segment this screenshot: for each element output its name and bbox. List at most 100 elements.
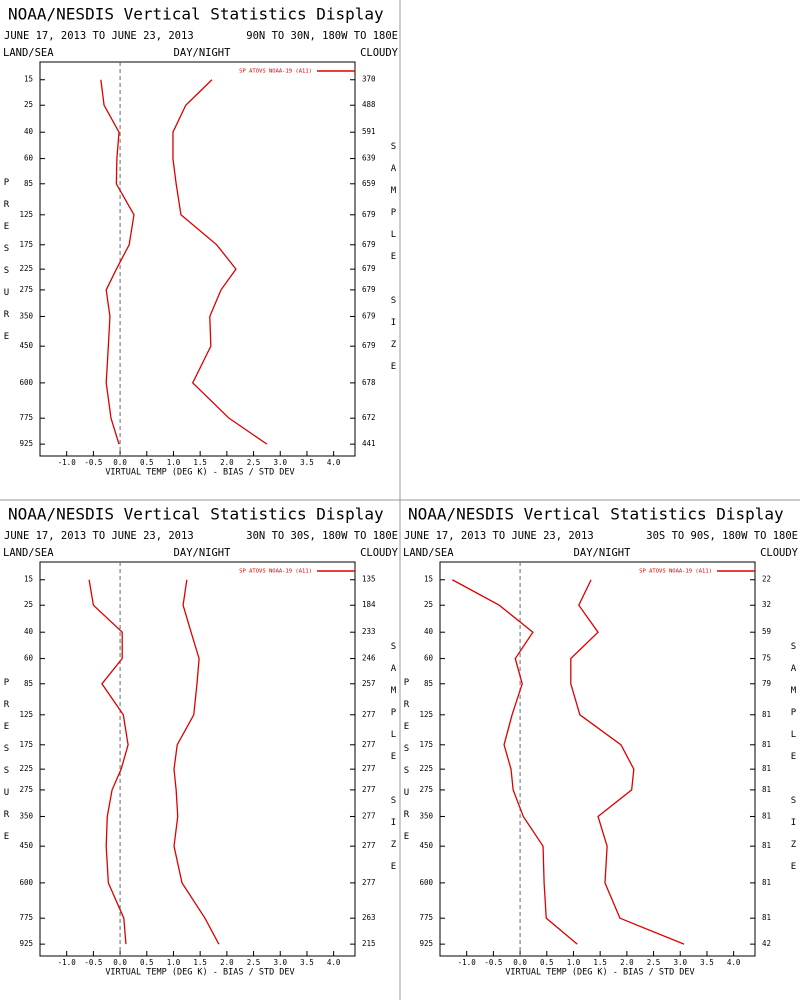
x-tick-label: 0.0 — [113, 958, 127, 967]
sample-size-label: 135 — [362, 575, 376, 584]
panel: NOAA/NESDIS Vertical Statistics Display J… — [2, 5, 399, 478]
y-tick-label: 600 — [419, 878, 433, 887]
sample-size-label: 257 — [362, 679, 376, 688]
y-tick-label: 60 — [24, 654, 34, 663]
x-tick-label: 4.0 — [327, 458, 341, 467]
y-tick-label: 60 — [24, 154, 34, 163]
sample-size-label: 32 — [762, 600, 771, 609]
sample-size-label: 679 — [362, 264, 376, 273]
sample-size-label: 81 — [762, 710, 771, 719]
y-tick-label: 600 — [19, 878, 33, 887]
x-axis-label: VIRTUAL TEMP (DEG K) - BIAS / STD DEV — [105, 468, 294, 478]
x-tick-label: 1.5 — [193, 458, 207, 467]
y-tick-label: 25 — [424, 600, 433, 609]
chart-title: NOAA/NESDIS Vertical Statistics Display — [408, 505, 784, 524]
series-line — [100, 79, 135, 445]
y-tick-label: 225 — [419, 764, 433, 773]
y-tick-label: 125 — [419, 710, 433, 719]
y-axis-label: PRESSURE — [2, 678, 12, 854]
series-line — [173, 579, 220, 945]
cloudy-label: CLOUDY — [360, 47, 399, 59]
x-tick-label: 0.5 — [540, 958, 554, 967]
sample-size-label: 370 — [362, 75, 376, 84]
legend-label: SP ATOVS NOAA-19 (A11) — [239, 569, 312, 575]
y-tick-label: 25 — [24, 600, 33, 609]
panel: NOAA/NESDIS Vertical Statistics Display J… — [402, 505, 799, 978]
sample-size-label: 79 — [762, 679, 771, 688]
y-tick-label: 225 — [19, 764, 33, 773]
sample-size-label: 277 — [362, 811, 376, 820]
x-tick-label: 2.5 — [647, 958, 661, 967]
x-tick-label: 4.0 — [727, 958, 741, 967]
day-night-label: DAY/NIGHT — [174, 47, 232, 59]
sample-size-label: 184 — [362, 600, 376, 609]
day-night-label: DAY/NIGHT — [574, 547, 632, 559]
y-tick-label: 600 — [19, 378, 33, 387]
y-tick-label: 85 — [424, 679, 433, 688]
sample-size-label: 81 — [762, 878, 771, 887]
sample-size-label: 277 — [362, 764, 376, 773]
y-tick-label: 275 — [19, 285, 33, 294]
y-tick-label: 85 — [24, 679, 33, 688]
sample-size-label: 679 — [362, 240, 376, 249]
sample-size-label: 679 — [362, 311, 376, 320]
subtitle: JUNE 17, 2013 TO JUNE 23, 2013 — [4, 530, 194, 542]
y-tick-label: 15 — [24, 75, 33, 84]
x-tick-label: -1.0 — [58, 458, 77, 467]
x-tick-label: 1.0 — [167, 958, 181, 967]
land-sea-label: LAND/SEA — [3, 47, 54, 59]
sample-size-label: 81 — [762, 740, 771, 749]
sample-size-label: 233 — [362, 627, 376, 636]
x-tick-label: 1.0 — [567, 958, 581, 967]
x-tick-label: -0.5 — [484, 958, 502, 967]
y-tick-label: 450 — [19, 841, 33, 850]
sample-size-label: 81 — [762, 913, 771, 922]
x-tick-label: 3.5 — [700, 958, 714, 967]
x-tick-label: 3.0 — [673, 958, 687, 967]
y-tick-label: 15 — [424, 575, 433, 584]
subtitle: JUNE 17, 2013 TO JUNE 23, 2013 — [4, 30, 194, 42]
y-tick-label: 925 — [19, 439, 33, 448]
sample-size-label: 277 — [362, 785, 376, 794]
y-tick-label: 275 — [19, 785, 33, 794]
subtitle: JUNE 17, 2013 TO JUNE 23, 2013 — [404, 530, 594, 542]
sample-size-label: 679 — [362, 210, 376, 219]
sample-size-label: 678 — [362, 378, 376, 387]
y-tick-label: 60 — [424, 654, 434, 663]
y-tick-label: 40 — [24, 627, 34, 636]
chart-title: NOAA/NESDIS Vertical Statistics Display — [8, 505, 384, 524]
x-tick-label: 2.0 — [220, 958, 234, 967]
sample-size-label: 81 — [762, 764, 771, 773]
plot-frame — [439, 561, 756, 957]
x-tick-label: 4.0 — [327, 958, 341, 967]
sample-size-label: 75 — [762, 654, 771, 663]
sample-size-label: 81 — [762, 811, 771, 820]
sample-size-label: 22 — [762, 575, 771, 584]
chart-title: NOAA/NESDIS Vertical Statistics Display — [8, 5, 384, 24]
x-tick-label: 0.0 — [113, 458, 127, 467]
y-tick-label: 775 — [419, 913, 433, 922]
x-tick-label: 1.5 — [193, 958, 207, 967]
sample-size-label: 488 — [362, 100, 376, 109]
sample-size-label: 277 — [362, 878, 376, 887]
y2-axis-label: SAMPLE SIZE — [389, 642, 399, 884]
x-axis-label: VIRTUAL TEMP (DEG K) - BIAS / STD DEV — [105, 968, 294, 978]
x-tick-label: 3.0 — [273, 958, 287, 967]
sample-size-label: 441 — [362, 439, 376, 448]
y-tick-label: 25 — [24, 100, 33, 109]
series-line — [172, 79, 268, 445]
panel: NOAA/NESDIS Vertical Statistics Display J… — [2, 505, 399, 978]
y-tick-label: 350 — [19, 311, 33, 320]
y-tick-label: 40 — [24, 127, 34, 136]
x-tick-label: -0.5 — [84, 958, 102, 967]
region: 90N TO 30N, 180W TO 180E — [246, 30, 398, 42]
y-tick-label: 125 — [19, 210, 33, 219]
sample-size-label: 277 — [362, 841, 376, 850]
y-tick-label: 225 — [19, 264, 33, 273]
y2-axis-label: SAMPLE SIZE — [789, 642, 799, 884]
series-line — [88, 579, 129, 945]
x-tick-label: 0.5 — [140, 458, 154, 467]
y-tick-label: 775 — [19, 413, 33, 422]
series-line — [570, 579, 685, 945]
x-tick-label: -1.0 — [458, 958, 477, 967]
